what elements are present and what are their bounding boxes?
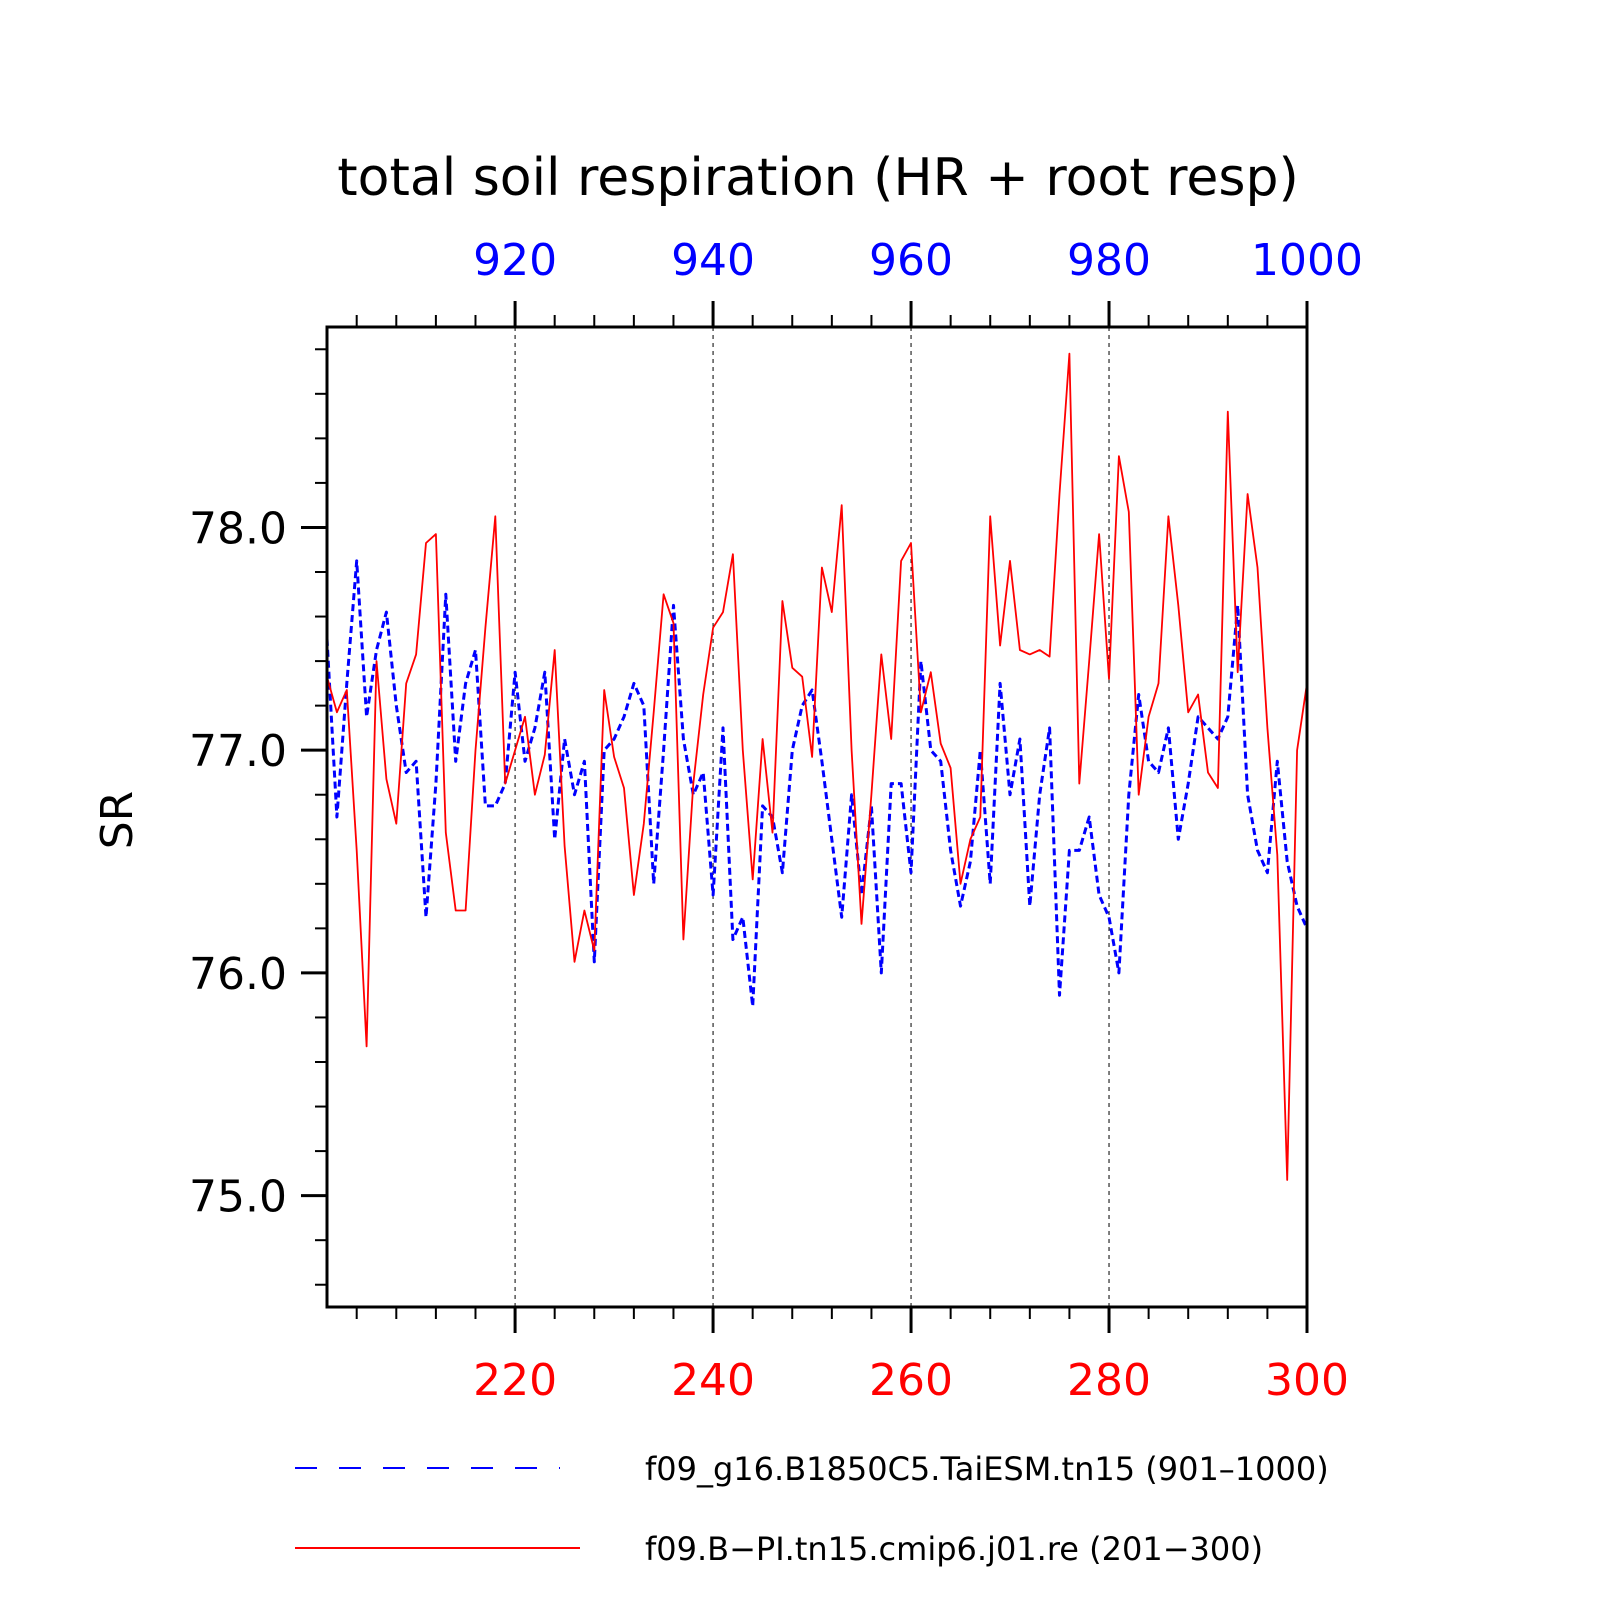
y-tick-label: 78.0 — [189, 503, 287, 554]
chart-title: total soil respiration (HR + root resp) — [337, 148, 1298, 208]
y-tick-label: 76.0 — [189, 949, 287, 1000]
y-tick-label: 77.0 — [189, 726, 287, 777]
series-line-1 — [325, 559, 1309, 1008]
bottom-x-axis: 220 240 260 280 300 — [355, 1307, 1349, 1406]
bottom-x-tick-label: 260 — [869, 1355, 953, 1406]
y-tick-label: 75.0 — [189, 1172, 287, 1223]
bottom-x-tick-label: 280 — [1067, 1355, 1151, 1406]
y-axis: 75.0 76.0 77.0 78.0 — [189, 348, 327, 1286]
legend: f09_g16.B1850C5.TaiESM.tn15 (901–1000) f0… — [295, 1450, 1329, 1568]
top-x-tick-label: 980 — [1067, 235, 1151, 286]
top-x-tick-label: 1000 — [1251, 235, 1363, 286]
y-axis-label: SR — [92, 791, 143, 850]
top-x-tick-label: 940 — [671, 235, 755, 286]
top-x-axis: 920 940 960 980 1000 — [355, 235, 1363, 327]
legend-label-2: f09.B−PI.tn15.cmip6.j01.re (201−300) — [645, 1530, 1263, 1568]
series-lines — [325, 352, 1309, 1181]
bottom-x-tick-label: 300 — [1265, 1355, 1349, 1406]
bottom-x-tick-label: 220 — [473, 1355, 557, 1406]
top-x-tick-label: 920 — [473, 235, 557, 286]
grid-lines — [514, 327, 1110, 1307]
bottom-x-tick-label: 240 — [671, 1355, 755, 1406]
top-x-tick-label: 960 — [869, 235, 953, 286]
series-line-2 — [326, 352, 1308, 1181]
plot-frame — [325, 325, 1309, 1309]
legend-label-1: f09_g16.B1850C5.TaiESM.tn15 (901–1000) — [645, 1450, 1329, 1488]
